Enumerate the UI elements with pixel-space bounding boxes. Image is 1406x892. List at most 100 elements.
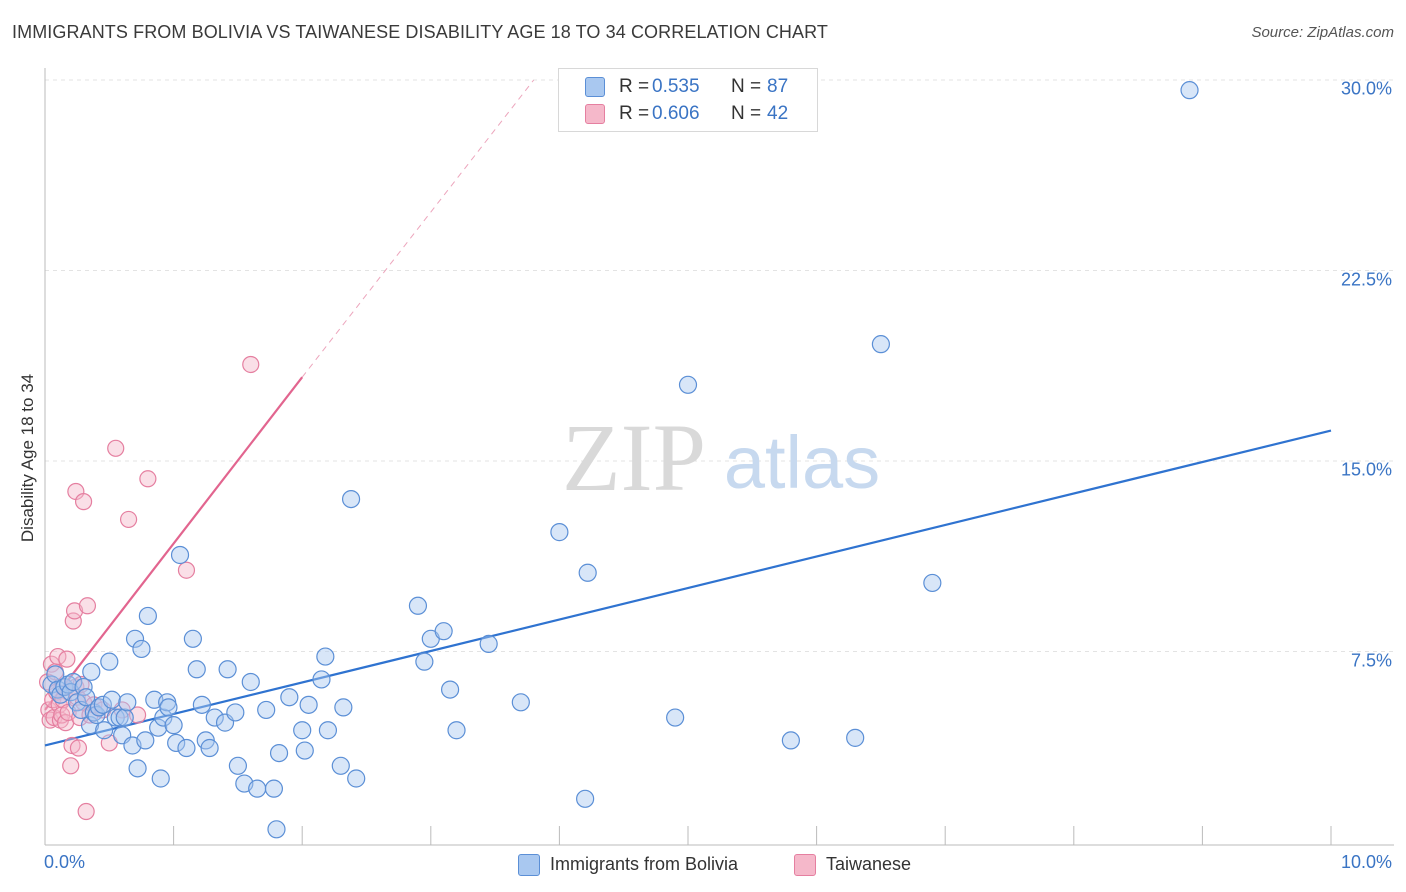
point-bolivia xyxy=(334,698,353,717)
point-bolivia xyxy=(550,523,569,542)
point-bolivia xyxy=(46,665,65,684)
point-bolivia xyxy=(167,733,186,753)
point-bolivia xyxy=(164,716,183,735)
point-bolivia xyxy=(666,708,685,727)
stats-n-label: N = xyxy=(731,76,762,97)
point-bolivia xyxy=(318,721,338,740)
point-bolivia xyxy=(205,708,224,727)
stats-r-value: 0.535 xyxy=(652,76,700,97)
stats-n-label: N = xyxy=(731,103,762,124)
y-tick-label: 30.0% xyxy=(1340,78,1392,99)
stats-r-label: R = xyxy=(619,76,650,97)
point-bolivia xyxy=(200,738,219,758)
x-tick-label-min: 0.0% xyxy=(44,852,86,872)
point-bolivia xyxy=(1180,81,1199,100)
point-bolivia xyxy=(226,703,245,722)
point-bolivia xyxy=(347,769,366,788)
point-bolivia xyxy=(316,647,335,666)
point-bolivia xyxy=(264,779,284,798)
stats-swatch-taiwanese xyxy=(585,104,605,124)
point-bolivia xyxy=(295,741,314,760)
point-bolivia xyxy=(159,698,178,717)
point-bolivia xyxy=(228,756,247,775)
point-bolivia xyxy=(138,606,157,626)
point-taiwanese xyxy=(242,355,260,374)
point-bolivia xyxy=(331,756,350,775)
point-taiwanese xyxy=(65,602,84,620)
point-taiwanese xyxy=(107,439,125,457)
point-bolivia xyxy=(267,820,286,839)
legend-label-bolivia: Immigrants from Bolivia xyxy=(550,854,739,874)
y-tick-label: 15.0% xyxy=(1340,459,1392,480)
point-bolivia xyxy=(218,660,237,679)
trendline-taiwanese-extension xyxy=(301,79,535,378)
stats-n-value: 87 xyxy=(767,76,789,97)
point-bolivia xyxy=(257,700,276,720)
stats-n-value: 42 xyxy=(767,103,789,124)
point-bolivia xyxy=(341,490,361,509)
point-taiwanese xyxy=(139,470,157,488)
point-bolivia xyxy=(118,693,137,712)
point-bolivia xyxy=(110,708,129,727)
point-bolivia xyxy=(128,759,147,778)
watermark-atlas: atlas xyxy=(724,421,880,504)
point-bolivia xyxy=(136,731,155,750)
point-bolivia xyxy=(154,708,173,727)
point-bolivia xyxy=(576,789,595,808)
point-bolivia xyxy=(149,718,168,737)
y-tick-label: 7.5% xyxy=(1350,650,1392,670)
point-bolivia xyxy=(93,695,112,714)
point-bolivia xyxy=(923,573,942,593)
point-bolivia xyxy=(115,708,134,727)
stats-row-bolivia: R = 0.535 N = 87 xyxy=(559,74,817,100)
point-taiwanese xyxy=(69,739,88,757)
point-bolivia xyxy=(299,695,318,714)
point-bolivia xyxy=(151,769,170,788)
point-bolivia xyxy=(95,721,114,740)
point-bolivia xyxy=(102,690,121,709)
source-label: Source: ZipAtlas.com xyxy=(1251,24,1394,41)
point-bolivia xyxy=(187,660,206,679)
point-taiwanese xyxy=(78,597,97,615)
point-bolivia xyxy=(280,688,299,707)
trend-lines xyxy=(44,79,1332,747)
stats-box: R = 0.535 N = 87 R = 0.606 N = 42 xyxy=(558,68,818,132)
stats-r-value: 0.606 xyxy=(652,103,700,124)
point-bolivia xyxy=(678,375,698,394)
point-bolivia xyxy=(415,652,434,671)
point-bolivia xyxy=(132,639,151,659)
point-bolivia xyxy=(447,721,466,740)
watermark-zip: ZIP xyxy=(562,404,706,511)
point-taiwanese xyxy=(58,650,76,668)
point-bolivia xyxy=(440,680,460,699)
series-taiwanese xyxy=(38,355,260,821)
legend: Immigrants from Bolivia Taiwanese xyxy=(0,852,1406,878)
point-bolivia xyxy=(125,629,145,648)
point-bolivia xyxy=(77,688,96,707)
legend-swatch-bolivia xyxy=(518,854,540,876)
point-bolivia xyxy=(781,731,800,750)
point-taiwanese xyxy=(177,561,196,579)
point-bolivia xyxy=(479,634,498,653)
point-taiwanese xyxy=(62,757,80,775)
chart-title: IMMIGRANTS FROM BOLIVIA VS TAIWANESE DIS… xyxy=(12,22,828,42)
point-bolivia xyxy=(293,721,312,740)
series-bolivia xyxy=(42,81,1199,839)
point-bolivia xyxy=(192,695,211,714)
point-bolivia xyxy=(312,670,331,689)
point-bolivia xyxy=(100,652,119,671)
point-bolivia xyxy=(408,596,428,615)
point-bolivia xyxy=(82,662,101,681)
point-bolivia xyxy=(846,728,865,747)
point-bolivia xyxy=(269,743,289,763)
point-bolivia xyxy=(177,738,196,758)
point-bolivia xyxy=(170,545,190,565)
point-taiwanese xyxy=(119,510,138,529)
point-bolivia xyxy=(511,693,530,712)
point-bolivia xyxy=(871,335,891,354)
y-tick-label: 22.5% xyxy=(1340,269,1392,289)
stats-r-label: R = xyxy=(619,103,650,124)
stats-row-taiwanese: R = 0.606 N = 42 xyxy=(559,101,817,127)
point-bolivia xyxy=(183,629,202,648)
